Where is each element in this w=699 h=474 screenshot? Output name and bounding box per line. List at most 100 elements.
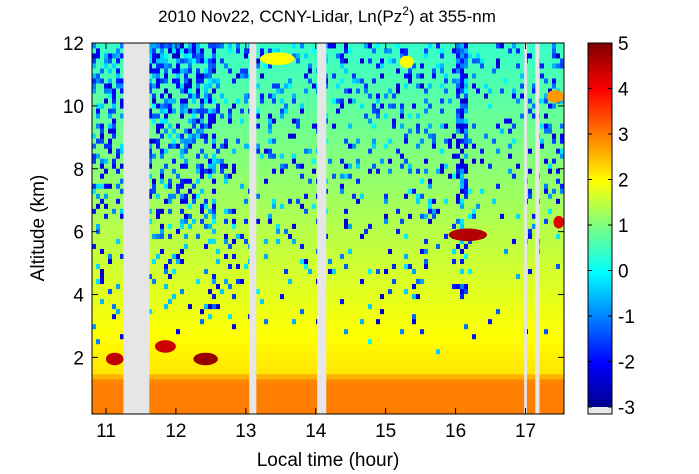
heatmap-cell bbox=[156, 283, 161, 290]
heatmap-cell bbox=[100, 148, 105, 154]
heatmap-cell bbox=[172, 103, 177, 109]
heatmap-cell bbox=[188, 273, 193, 280]
heatmap-cell bbox=[120, 298, 125, 305]
heatmap-cell bbox=[224, 68, 229, 74]
heatmap-cell bbox=[300, 173, 305, 179]
heatmap-cell bbox=[152, 328, 157, 335]
heatmap-cell bbox=[164, 148, 169, 154]
heatmap-cell bbox=[156, 248, 161, 254]
heatmap-cell bbox=[112, 63, 117, 69]
heatmap-cell bbox=[164, 208, 169, 214]
heatmap-cell bbox=[300, 63, 305, 69]
heatmap-cell bbox=[92, 78, 97, 84]
heatmap-cell bbox=[272, 238, 277, 244]
heatmap-cell bbox=[96, 63, 101, 69]
heatmap-cell bbox=[300, 258, 305, 264]
heatmap-cell bbox=[268, 348, 273, 355]
heatmap-cell bbox=[348, 133, 353, 139]
heatmap-cell bbox=[148, 278, 153, 285]
heatmap-cell bbox=[240, 258, 245, 264]
heatmap-cell bbox=[296, 158, 301, 164]
heatmap-cell bbox=[228, 118, 233, 124]
heatmap-cell bbox=[292, 208, 297, 214]
heatmap-cell bbox=[292, 278, 297, 285]
heatmap-cell bbox=[196, 288, 201, 295]
heatmap-cell bbox=[264, 193, 269, 199]
heatmap-cell bbox=[224, 158, 229, 164]
heatmap-cell bbox=[244, 318, 249, 325]
heatmap-cell bbox=[264, 128, 269, 134]
heatmap-cell bbox=[176, 323, 181, 330]
heatmap-cell bbox=[176, 58, 181, 64]
heatmap-cell bbox=[292, 83, 297, 89]
heatmap-cell bbox=[216, 328, 221, 335]
heatmap-cell bbox=[332, 163, 337, 169]
heatmap-cell bbox=[300, 108, 305, 114]
heatmap-cell bbox=[356, 233, 361, 239]
heatmap-cell bbox=[92, 128, 97, 134]
heatmap-cell bbox=[308, 118, 313, 124]
heatmap-cell bbox=[336, 243, 341, 249]
heatmap-cell bbox=[192, 148, 197, 154]
heatmap-cell bbox=[200, 53, 205, 59]
heatmap-cell bbox=[188, 203, 193, 209]
heatmap-cell bbox=[212, 293, 217, 300]
heatmap-cell bbox=[360, 233, 365, 239]
heatmap-cell bbox=[292, 258, 297, 264]
heatmap-cell bbox=[184, 158, 189, 164]
heatmap-cell bbox=[236, 93, 241, 99]
heatmap-cell bbox=[152, 313, 157, 320]
heatmap-cell bbox=[180, 53, 185, 59]
heatmap-cell bbox=[356, 178, 361, 184]
heatmap-cell bbox=[100, 273, 105, 280]
heatmap-cell bbox=[220, 183, 225, 189]
heatmap-cell bbox=[352, 133, 357, 139]
heatmap-cell bbox=[232, 138, 237, 144]
heatmap-cell bbox=[212, 273, 217, 280]
heatmap-cell bbox=[104, 173, 109, 179]
heatmap-cell bbox=[172, 58, 177, 64]
heatmap-cell bbox=[92, 133, 97, 139]
heatmap-cell bbox=[276, 238, 281, 244]
heatmap-cell bbox=[212, 223, 217, 229]
heatmap-cell bbox=[356, 363, 361, 370]
heatmap-cell bbox=[96, 83, 101, 89]
heatmap-cell bbox=[244, 253, 249, 259]
heatmap-cell bbox=[220, 368, 225, 375]
heatmap-cell bbox=[100, 348, 105, 355]
heatmap-cell bbox=[104, 138, 109, 144]
heatmap-cell bbox=[92, 313, 97, 320]
heatmap-cell bbox=[240, 118, 245, 124]
heatmap-cell bbox=[100, 193, 105, 199]
heatmap-cell bbox=[92, 43, 97, 49]
heatmap-cell bbox=[236, 243, 241, 249]
heatmap-cell bbox=[100, 268, 105, 275]
heatmap-cell bbox=[340, 43, 345, 49]
heatmap-cell bbox=[224, 283, 229, 290]
heatmap-cell bbox=[292, 228, 297, 234]
heatmap-cell bbox=[184, 138, 189, 144]
heatmap-cell bbox=[176, 343, 181, 350]
heatmap-cell bbox=[300, 323, 305, 330]
heatmap-cell bbox=[160, 78, 165, 84]
heatmap-cell bbox=[172, 333, 177, 340]
heatmap-cell bbox=[332, 93, 337, 99]
heatmap-cell bbox=[308, 163, 313, 169]
heatmap-cell bbox=[152, 133, 157, 139]
heatmap-cell bbox=[172, 263, 177, 269]
heatmap-cell bbox=[260, 88, 265, 94]
heatmap-cell bbox=[360, 238, 365, 244]
heatmap-cell bbox=[172, 308, 177, 315]
heatmap-cell bbox=[212, 178, 217, 184]
heatmap-cell bbox=[280, 113, 285, 119]
heatmap-cell bbox=[340, 138, 345, 144]
heatmap-cell bbox=[168, 173, 173, 179]
heatmap-cell bbox=[156, 63, 161, 69]
heatmap-cell bbox=[304, 93, 309, 99]
heatmap-cell bbox=[280, 223, 285, 229]
heatmap-cell bbox=[268, 273, 273, 280]
heatmap-cell bbox=[200, 263, 205, 269]
heatmap-cell bbox=[192, 108, 197, 114]
heatmap-cell bbox=[284, 213, 289, 219]
heatmap-cell bbox=[236, 363, 241, 370]
